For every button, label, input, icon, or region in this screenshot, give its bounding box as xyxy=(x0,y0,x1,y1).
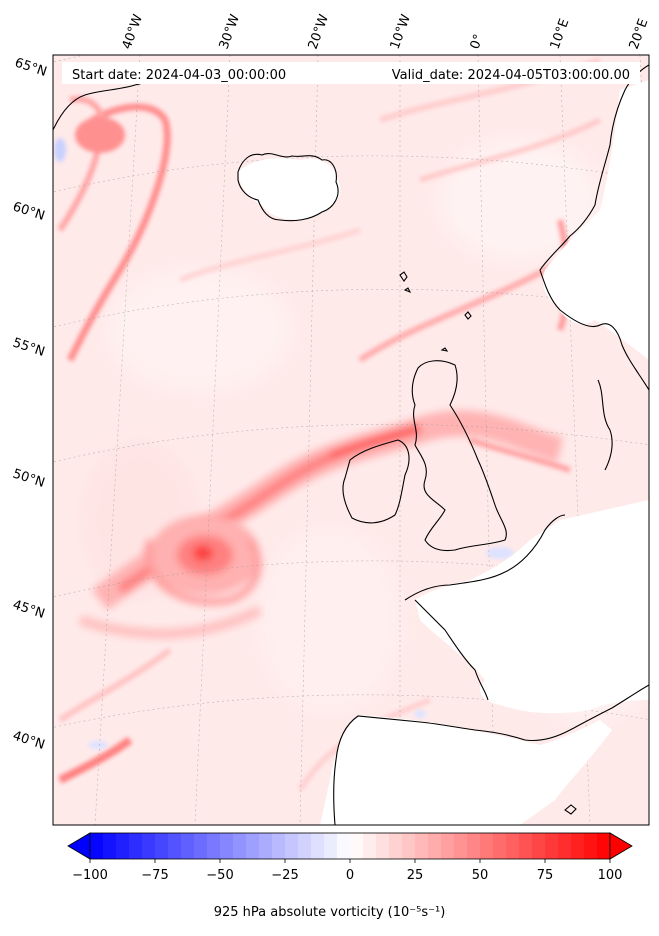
map-frame xyxy=(52,54,650,826)
colorbar-title: 925 hPa absolute vorticity (10⁻⁵s⁻¹) xyxy=(213,905,446,920)
colorbar-tick-label: −100 xyxy=(72,868,108,883)
colorbar-step xyxy=(545,833,559,859)
lon-label-20e: 20°E xyxy=(627,17,652,52)
colorbar-step xyxy=(272,833,286,859)
colorbar-ticks: −100 −75 −50 −25 0 25 50 75 100 xyxy=(72,859,622,883)
colorbar-step xyxy=(129,833,143,859)
colorbar-step xyxy=(116,833,130,859)
colorbar-step xyxy=(155,833,169,859)
colorbar-step xyxy=(467,833,481,859)
colorbar-tick-label: 50 xyxy=(472,868,489,883)
colorbar-step xyxy=(168,833,182,859)
valid-date: Valid_date: 2024-04-05T03:00:00.00 xyxy=(392,68,630,83)
colorbar-step xyxy=(311,833,325,859)
colorbar-step xyxy=(285,833,299,859)
lon-label-0: 0° xyxy=(468,32,487,51)
colorbar-step xyxy=(194,833,208,859)
colorbar-step xyxy=(233,833,247,859)
colorbar-step xyxy=(363,833,377,859)
lon-label-30w: 30°W xyxy=(217,12,243,51)
lat-label-60n: 60°N xyxy=(11,200,47,224)
colorbar-steps xyxy=(90,833,611,859)
colorbar-step xyxy=(246,833,260,859)
colorbar-tick-label: −75 xyxy=(141,868,168,883)
colorbar-step xyxy=(337,833,351,859)
lon-label-40w: 40°W xyxy=(120,12,146,51)
colorbar-step xyxy=(207,833,221,859)
colorbar-step xyxy=(220,833,234,859)
colorbar-step xyxy=(259,833,273,859)
colorbar-step xyxy=(350,833,364,859)
colorbar-step xyxy=(103,833,117,859)
iberia-coast xyxy=(333,684,649,825)
colorbar-tick-label: −50 xyxy=(206,868,233,883)
colorbar-step xyxy=(415,833,429,859)
start-date: Start date: 2024-04-03_00:00:00 xyxy=(72,68,286,83)
scandinavia xyxy=(543,80,649,360)
colorbar-tick-label: 75 xyxy=(537,868,554,883)
colorbar-tick-label: 100 xyxy=(598,868,623,883)
colorbar-step xyxy=(597,833,611,859)
lat-label-40n: 40°N xyxy=(11,729,47,753)
vorticity-field xyxy=(53,55,649,825)
colorbar-step xyxy=(142,833,156,859)
colorbar-high-extend xyxy=(609,832,633,860)
colorbar-step xyxy=(298,833,312,859)
colorbar-step xyxy=(389,833,403,859)
colorbar-step xyxy=(90,833,104,859)
coastlines xyxy=(53,64,649,825)
colorbar-step xyxy=(454,833,468,859)
lat-label-50n: 50°N xyxy=(11,467,47,491)
landmasses xyxy=(238,80,649,825)
colorbar-step xyxy=(571,833,585,859)
longitude-labels: 40°W 30°W 20°W 10°W 0° 10°E 20°E xyxy=(120,12,652,51)
colorbar: −100 −75 −50 −25 0 25 50 75 100 xyxy=(67,832,633,883)
colorbar-step xyxy=(428,833,442,859)
header-box xyxy=(62,62,640,84)
colorbar-step xyxy=(480,833,494,859)
colorbar-step xyxy=(519,833,533,859)
colorbar-step xyxy=(324,833,338,859)
norway-coast xyxy=(539,64,649,271)
lat-label-65n: 65°N xyxy=(13,56,49,80)
colorbar-low-extend xyxy=(67,832,91,860)
france-coast xyxy=(404,514,566,601)
colorbar-tick-label: 0 xyxy=(346,868,354,883)
ireland-coast xyxy=(342,439,410,524)
iceland xyxy=(238,158,341,220)
colorbar-tick-label: 25 xyxy=(407,868,424,883)
colorbar-step xyxy=(376,833,390,859)
iberia xyxy=(320,715,612,825)
lon-label-10e: 10°E xyxy=(548,17,573,52)
colorbar-step xyxy=(584,833,598,859)
colorbar-step xyxy=(181,833,195,859)
france xyxy=(415,500,649,714)
colorbar-tick-label: −25 xyxy=(271,868,298,883)
colorbar-step xyxy=(532,833,546,859)
lat-label-55n: 55°N xyxy=(11,336,47,360)
colorbar-step xyxy=(441,833,455,859)
colorbar-step xyxy=(402,833,416,859)
great-britain-coast xyxy=(411,360,507,552)
lon-label-20w: 20°W xyxy=(306,12,332,51)
lon-label-10w: 10°W xyxy=(388,12,414,51)
colorbar-step xyxy=(506,833,520,859)
latitude-labels: 65°N 60°N 55°N 50°N 45°N 40°N xyxy=(11,56,49,753)
colorbar-step xyxy=(558,833,572,859)
colorbar-step xyxy=(493,833,507,859)
lat-label-45n: 45°N xyxy=(11,598,47,622)
